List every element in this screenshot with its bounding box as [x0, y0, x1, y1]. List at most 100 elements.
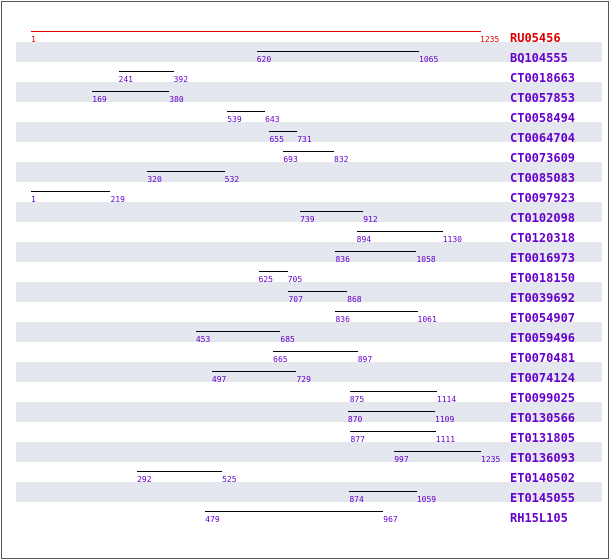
alignment-segment: [347, 411, 436, 412]
row-shading: [16, 362, 602, 382]
segment-end-label: 1114: [436, 395, 457, 404]
row-shading: [16, 242, 602, 262]
segment-end-label: 897: [357, 355, 373, 364]
segment-start-label: 320: [147, 175, 162, 184]
alignment-segment: [195, 331, 281, 332]
segment-start-label: 874: [349, 495, 364, 504]
alignment-segment: [335, 311, 418, 312]
row-shading: [16, 82, 602, 102]
segment-start-label: 625: [258, 275, 273, 284]
alignment-segment: [273, 351, 358, 352]
segment-end-label: 1061: [417, 315, 437, 324]
accession-link[interactable]: ET0140502: [510, 471, 576, 485]
segment-start-label: 707: [288, 295, 303, 304]
accession-link[interactable]: CT0058494: [510, 111, 576, 125]
alignment-segment: [394, 451, 481, 452]
segment-end-label: 532: [224, 175, 240, 184]
alignment-segment: [288, 291, 348, 292]
segment-start-label: 894: [356, 235, 372, 244]
segment-end-label: 643: [265, 115, 280, 124]
accession-link[interactable]: CT0064704: [510, 131, 576, 145]
alignment-segment: [227, 111, 266, 112]
segment-end-label: 1235: [480, 35, 500, 44]
alignment-segment: [283, 151, 335, 152]
row-shading: [16, 442, 602, 462]
accession-link[interactable]: ET0074124: [510, 371, 576, 385]
alignment-segment: [137, 471, 223, 472]
segment-end-label: 219: [110, 195, 125, 204]
accession-link[interactable]: ET0136093: [510, 451, 576, 465]
accession-link[interactable]: ET0070481: [510, 351, 576, 365]
segment-start-label: 693: [283, 155, 298, 164]
row-shading: [16, 202, 602, 222]
row-shading: [16, 122, 602, 142]
accession-link[interactable]: CT0018663: [510, 71, 576, 85]
accession-link[interactable]: ET0059496: [510, 331, 576, 345]
alignment-segment: [211, 371, 297, 372]
segment-end-label: 1058: [416, 255, 436, 264]
accession-link[interactable]: ET0130566: [510, 411, 576, 425]
segment-end-label: 912: [363, 215, 378, 224]
alignment-segment: [258, 271, 288, 272]
segment-end-label: 1109: [435, 415, 455, 424]
segment-start-label: 997: [394, 455, 409, 464]
alignment-segment: [350, 431, 436, 432]
reference-name-link[interactable]: RU05456: [510, 31, 561, 45]
reference-segment: [31, 31, 481, 32]
segment-start-label: 836: [335, 315, 350, 324]
segment-end-label: 832: [334, 155, 349, 164]
segment-end-label: 868: [347, 295, 362, 304]
alignment-segment: [205, 511, 384, 512]
alignment-segment: [300, 211, 364, 212]
accession-link[interactable]: ET0131805: [510, 431, 576, 445]
row-shading: [16, 402, 602, 422]
alignment-segment: [92, 91, 170, 92]
accession-link[interactable]: CT0120318: [510, 231, 576, 245]
row-shading: [16, 162, 602, 182]
segment-start-label: 620: [256, 55, 272, 64]
alignment-segment: [349, 491, 417, 492]
segment-start-label: 836: [335, 255, 350, 264]
accession-link[interactable]: CT0057853: [510, 91, 576, 105]
row-shading: [16, 282, 602, 302]
accession-link[interactable]: CT0097923: [510, 191, 576, 205]
segment-end-label: 731: [297, 135, 312, 144]
segment-start-label: 875: [349, 395, 365, 404]
segment-end-label: 1111: [435, 435, 456, 444]
accession-link[interactable]: ET0018150: [510, 271, 576, 285]
segment-start-label: 292: [137, 475, 152, 484]
accession-link[interactable]: CT0085083: [510, 171, 576, 185]
segment-start-label: 241: [118, 75, 133, 84]
accession-link[interactable]: ET0054907: [510, 311, 576, 325]
segment-start-label: 877: [350, 435, 365, 444]
segment-end-label: 1130: [442, 235, 462, 244]
accession-link[interactable]: CT0102098: [510, 211, 576, 225]
accession-link[interactable]: ET0099025: [510, 391, 576, 405]
segment-end-label: 1235: [481, 455, 501, 464]
alignment-segment: [256, 51, 419, 52]
alignment-segment: [356, 231, 443, 232]
segment-start-label: 497: [211, 375, 227, 384]
row-shading: [16, 322, 602, 342]
accession-link[interactable]: ET0016973: [510, 251, 576, 265]
segment-start-label: 453: [195, 335, 211, 344]
alignment-segment: [147, 171, 225, 172]
accession-link[interactable]: RH15L105: [510, 511, 568, 525]
segment-start-label: 1: [31, 195, 36, 204]
alignment-segment: [335, 251, 417, 252]
row-shading: [16, 482, 602, 502]
alignment-segment: [118, 71, 174, 72]
accession-link[interactable]: CT0073609: [510, 151, 576, 165]
segment-end-label: 705: [287, 275, 303, 284]
accession-link[interactable]: BQ104555: [510, 51, 568, 65]
segment-start-label: 539: [227, 115, 242, 124]
segment-end-label: 1065: [419, 55, 439, 64]
segment-end-label: 685: [280, 335, 295, 344]
accession-link[interactable]: ET0039692: [510, 291, 576, 305]
alignment-segment: [269, 131, 298, 132]
segment-end-label: 1059: [416, 495, 437, 504]
accession-link[interactable]: ET0145055: [510, 491, 576, 505]
alignment-segment: [31, 191, 111, 192]
segment-start-label: 169: [92, 95, 107, 104]
